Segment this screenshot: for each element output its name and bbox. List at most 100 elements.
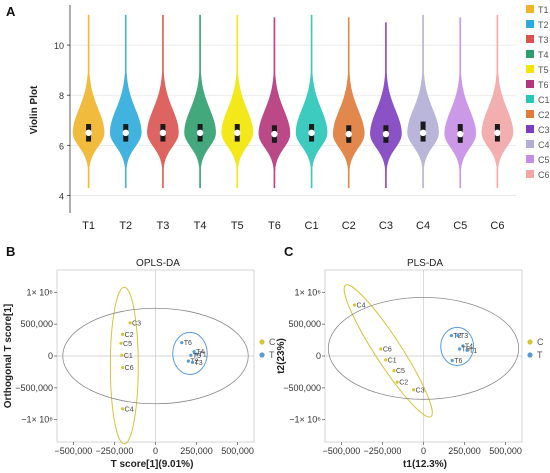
point-T3 bbox=[190, 360, 195, 364]
point-T4 bbox=[461, 344, 465, 348]
violin-x-tick-label: T6 bbox=[268, 220, 281, 232]
violin-ylabel: Violin Plot bbox=[29, 85, 40, 134]
violin-x-tick-label: T2 bbox=[119, 220, 132, 232]
pls-ylabel: t2(23%) bbox=[276, 338, 287, 374]
violin-legend-swatch-T6 bbox=[526, 80, 534, 88]
violin-legend: T1 T2 T3 T4 T5 T6 C1 C2 C3 C4 C5 C6 bbox=[526, 5, 550, 180]
opls-da-panel: OPLS-DA −500,000 −250,000 0 250,000 500,0001… bbox=[3, 258, 276, 470]
point-T1 bbox=[194, 352, 199, 356]
violin-median-T6 bbox=[271, 130, 278, 138]
legend-label-C: C bbox=[537, 337, 544, 347]
point-C6 bbox=[379, 347, 383, 351]
x-tick-label: −250,000 bbox=[364, 446, 402, 456]
violin-plot-area bbox=[70, 5, 516, 213]
violin-median-C4 bbox=[419, 129, 427, 137]
violin-median-C2 bbox=[345, 130, 352, 138]
point-T3 bbox=[456, 334, 460, 338]
ellipse-C bbox=[109, 286, 139, 445]
point-label-T3: T3 bbox=[194, 360, 202, 367]
legend-label-T: T bbox=[269, 350, 275, 360]
violin-x-tick-label: C3 bbox=[379, 220, 393, 232]
violin-median-T2 bbox=[122, 129, 129, 137]
point-T2 bbox=[186, 359, 190, 363]
x-tick-label: 0 bbox=[421, 446, 426, 456]
point-T6 bbox=[180, 341, 184, 345]
point-C4 bbox=[121, 407, 125, 411]
violin-legend-label-T4: T4 bbox=[538, 50, 549, 60]
legend-dot-T bbox=[259, 352, 265, 358]
x-tick-label: 500,000 bbox=[489, 446, 522, 456]
violin-x-tick-label: C1 bbox=[305, 220, 319, 232]
point-C5 bbox=[119, 341, 123, 345]
violin-legend-swatch-C2 bbox=[526, 110, 534, 118]
point-label-T5: T5 bbox=[193, 353, 201, 360]
point-label-T6: T6 bbox=[184, 340, 192, 347]
violin-legend-label-C2: C2 bbox=[538, 110, 550, 120]
point-label-C2: C2 bbox=[399, 380, 408, 387]
y-tick-label: −1× 10⁶ bbox=[289, 415, 321, 425]
violin-median-C6 bbox=[494, 129, 501, 137]
x-tick-label: −500,000 bbox=[55, 446, 93, 456]
violin-y-tick-label: 8 bbox=[59, 91, 64, 101]
violin-legend-label-T2: T2 bbox=[538, 20, 549, 30]
violin-legend-swatch-C1 bbox=[526, 95, 534, 103]
y-tick-label: −500,000 bbox=[15, 383, 53, 393]
opls-legend: CT bbox=[259, 337, 276, 360]
violin-legend-swatch-C4 bbox=[526, 140, 534, 148]
point-label-T3: T3 bbox=[460, 333, 468, 340]
violin-x-tick-label: C2 bbox=[342, 220, 356, 232]
point-T5 bbox=[458, 347, 462, 351]
violin-legend-label-C4: C4 bbox=[538, 140, 550, 150]
y-tick-label: 0 bbox=[316, 351, 321, 361]
violin-body-C1 bbox=[295, 14, 328, 189]
violin-x-tick-label: T4 bbox=[194, 220, 207, 232]
point-label-T6: T6 bbox=[454, 358, 462, 365]
panel-a-label: A bbox=[6, 4, 16, 19]
ellipse-all bbox=[327, 296, 520, 400]
violin-x-tick-label: T5 bbox=[231, 220, 244, 232]
violin-legend-swatch-T4 bbox=[526, 50, 534, 58]
violin-T3 bbox=[147, 14, 179, 189]
violin-legend-label-T1: T1 bbox=[538, 5, 549, 15]
violin-x-tick-label: C6 bbox=[490, 220, 504, 232]
legend-dot-C bbox=[527, 339, 533, 345]
violin-body-T2 bbox=[109, 14, 142, 189]
legend-dot-C bbox=[259, 339, 265, 345]
violin-body-T1 bbox=[72, 14, 105, 189]
point-label-C5: C5 bbox=[123, 341, 132, 348]
x-tick-label: −250,000 bbox=[96, 446, 134, 456]
violin-legend-swatch-T3 bbox=[526, 35, 534, 43]
x-tick-label: −500,000 bbox=[323, 446, 361, 456]
point-label-C2: C2 bbox=[125, 332, 134, 339]
violin-x-tick-label: C5 bbox=[453, 220, 467, 232]
ellipse-T bbox=[172, 331, 208, 375]
y-tick-label: −1× 10⁶ bbox=[21, 415, 53, 425]
point-T5 bbox=[189, 353, 193, 357]
point-label-T4: T4 bbox=[196, 349, 204, 356]
point-C6 bbox=[121, 365, 125, 370]
violin-legend-swatch-C5 bbox=[526, 155, 534, 163]
violin-body-T6 bbox=[258, 17, 291, 189]
violin-body-C6 bbox=[481, 14, 514, 189]
y-tick-label: 500,000 bbox=[288, 319, 321, 329]
point-C3 bbox=[412, 388, 416, 392]
y-tick-label: 0 bbox=[48, 351, 53, 361]
ellipse-all bbox=[62, 307, 249, 405]
violin-median-C5 bbox=[457, 130, 464, 138]
point-T6 bbox=[450, 358, 454, 363]
point-label-C1: C1 bbox=[388, 357, 397, 364]
violin-C4 bbox=[407, 14, 439, 189]
opls-xlabel: T score[1](9.01%) bbox=[111, 459, 194, 470]
violin-x-tick-label: T1 bbox=[82, 220, 95, 232]
point-label-C5: C5 bbox=[396, 368, 405, 375]
y-tick-label: −500,000 bbox=[283, 383, 321, 393]
violin-body-C3 bbox=[370, 22, 402, 189]
point-label-T4: T4 bbox=[465, 343, 473, 350]
violin-legend-label-T3: T3 bbox=[538, 35, 549, 45]
violin-T2 bbox=[109, 14, 142, 189]
opls-title: OPLS-DA bbox=[136, 258, 180, 269]
violin-legend-swatch-T2 bbox=[526, 20, 534, 28]
point-label-C1: C1 bbox=[124, 353, 133, 360]
x-tick-label: 250,000 bbox=[448, 446, 481, 456]
point-C5 bbox=[392, 369, 396, 373]
